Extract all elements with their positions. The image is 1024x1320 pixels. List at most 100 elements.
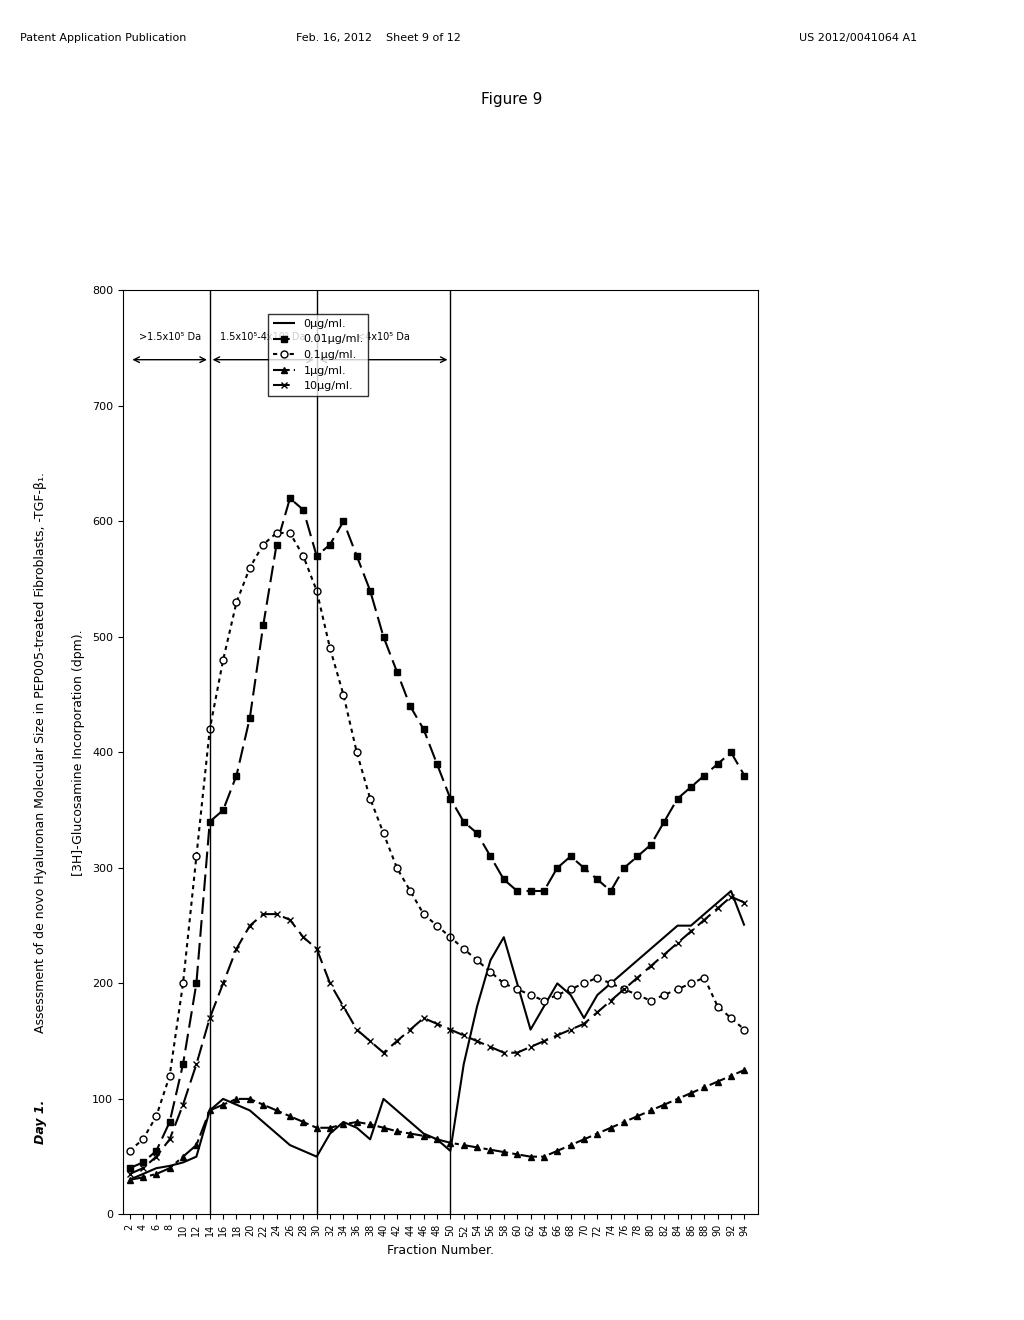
10μg/ml. [378, 1045, 390, 1061]
10μg/ml. [738, 895, 751, 911]
0.01μg/ml. [257, 618, 269, 634]
10μg/ml. [498, 1045, 510, 1061]
0.1μg/ml. [350, 744, 362, 760]
10μg/ml. [564, 1022, 577, 1038]
0μg/ml. [297, 1143, 309, 1159]
1μg/ml. [591, 1126, 603, 1142]
0.01μg/ml. [524, 883, 537, 899]
0.1μg/ml. [458, 941, 470, 957]
0.1μg/ml. [551, 987, 563, 1003]
10μg/ml. [578, 1016, 590, 1032]
1μg/ml. [324, 1119, 336, 1135]
10μg/ml. [458, 1027, 470, 1043]
0.01μg/ml. [364, 583, 376, 599]
10μg/ml. [404, 1022, 417, 1038]
10μg/ml. [604, 993, 616, 1008]
0.01μg/ml. [725, 744, 737, 760]
10μg/ml. [431, 1016, 443, 1032]
1μg/ml. [632, 1109, 644, 1125]
10μg/ml. [190, 1056, 203, 1072]
10μg/ml. [538, 1034, 550, 1049]
0.01μg/ml. [177, 1056, 189, 1072]
1μg/ml. [177, 1148, 189, 1164]
0μg/ml. [350, 1119, 362, 1135]
0.1μg/ml. [244, 560, 256, 576]
10μg/ml. [270, 906, 283, 921]
Text: Figure 9: Figure 9 [481, 92, 543, 107]
0.01μg/ml. [632, 849, 644, 865]
0.01μg/ml. [418, 721, 430, 737]
0.1μg/ml. [484, 964, 497, 979]
0.1μg/ml. [698, 970, 711, 986]
10μg/ml. [645, 958, 657, 974]
10μg/ml. [337, 998, 349, 1014]
1μg/ml. [310, 1119, 323, 1135]
0μg/ml. [578, 1010, 590, 1026]
0.1μg/ml. [164, 1068, 176, 1084]
1μg/ml. [391, 1123, 403, 1139]
0.01μg/ml. [538, 883, 550, 899]
10μg/ml. [244, 917, 256, 933]
10μg/ml. [124, 1166, 136, 1181]
0.01μg/ml. [685, 779, 697, 795]
0μg/ml. [124, 1172, 136, 1188]
0.01μg/ml. [284, 491, 296, 507]
0μg/ml. [632, 953, 644, 969]
Text: 1.5x10⁵-4x10⁵ Da: 1.5x10⁵-4x10⁵ Da [220, 333, 306, 342]
0μg/ml. [164, 1158, 176, 1173]
1μg/ml. [685, 1085, 697, 1101]
10μg/ml. [632, 970, 644, 986]
0.01μg/ml. [712, 756, 724, 772]
0μg/ml. [511, 975, 523, 991]
0.1μg/ml. [204, 721, 216, 737]
0.1μg/ml. [725, 1010, 737, 1026]
0.1μg/ml. [391, 861, 403, 876]
0.01μg/ml. [137, 1155, 150, 1171]
0.01μg/ml. [217, 803, 229, 818]
0μg/ml. [378, 1090, 390, 1106]
10μg/ml. [511, 1045, 523, 1061]
0μg/ml. [604, 975, 616, 991]
0.1μg/ml. [524, 987, 537, 1003]
Y-axis label: [3H]-Glucosamine Incorporation (dpm).: [3H]-Glucosamine Incorporation (dpm). [72, 630, 85, 875]
0μg/ml. [324, 1126, 336, 1142]
Text: Assessment of de novo Hyaluronan Molecular Size in PEP005-treated Fibroblasts, -: Assessment of de novo Hyaluronan Molecul… [35, 471, 47, 1032]
0μg/ml. [444, 1143, 457, 1159]
0.1μg/ml. [324, 640, 336, 656]
1μg/ml. [270, 1102, 283, 1118]
0.01μg/ml. [244, 710, 256, 726]
0μg/ml. [310, 1148, 323, 1164]
0.1μg/ml. [190, 849, 203, 865]
10μg/ml. [617, 981, 630, 997]
10μg/ml. [257, 906, 269, 921]
0μg/ml. [190, 1148, 203, 1164]
0.01μg/ml. [658, 813, 671, 830]
10μg/ml. [177, 1097, 189, 1113]
0μg/ml. [217, 1090, 229, 1106]
0.01μg/ml. [297, 502, 309, 517]
0μg/ml. [404, 1114, 417, 1130]
0.01μg/ml. [564, 849, 577, 865]
0.1μg/ml. [617, 981, 630, 997]
1μg/ml. [672, 1090, 684, 1106]
0.1μg/ml. [177, 975, 189, 991]
1μg/ml. [444, 1135, 457, 1151]
1μg/ml. [617, 1114, 630, 1130]
1μg/ml. [244, 1090, 256, 1106]
10μg/ml. [297, 929, 309, 945]
0.1μg/ml. [431, 917, 443, 933]
10μg/ml. [284, 912, 296, 928]
0μg/ml. [230, 1097, 243, 1113]
0.01μg/ml. [604, 883, 616, 899]
1μg/ml. [137, 1170, 150, 1185]
0.01μg/ml. [350, 548, 362, 564]
0.01μg/ml. [511, 883, 523, 899]
1μg/ml. [431, 1131, 443, 1147]
1μg/ml. [297, 1114, 309, 1130]
0.1μg/ml. [564, 981, 577, 997]
1μg/ml. [151, 1166, 163, 1181]
0.01μg/ml. [645, 837, 657, 853]
0μg/ml. [471, 998, 483, 1014]
1μg/ml. [551, 1143, 563, 1159]
0μg/ml. [551, 975, 563, 991]
